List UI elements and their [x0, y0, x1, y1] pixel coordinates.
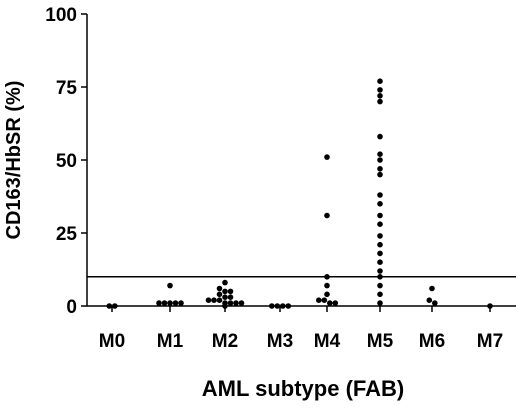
- x-tick-label: M1: [157, 331, 184, 352]
- data-point: [280, 303, 286, 309]
- data-point: [269, 303, 275, 309]
- data-point: [316, 297, 322, 304]
- y-ticks: 0 25 50 75 100: [45, 5, 87, 318]
- data-point: [377, 171, 383, 178]
- data-point: [172, 300, 179, 306]
- data-point: [222, 279, 228, 286]
- data-point: [227, 300, 234, 306]
- data-point: [167, 300, 173, 306]
- x-tick-label: M0: [99, 331, 125, 352]
- data-point: [324, 282, 330, 289]
- y-tick-label: 50: [56, 151, 77, 172]
- data-point: [377, 201, 383, 207]
- data-point: [432, 300, 438, 306]
- data-point: [324, 274, 330, 280]
- data-point: [377, 241, 383, 248]
- x-tick-label: M2: [212, 331, 238, 352]
- data-point: [321, 297, 328, 304]
- data-point: [377, 166, 383, 172]
- x-tick-label: M5: [367, 331, 394, 352]
- y-tick-label: 0: [66, 297, 77, 318]
- data-point: [377, 250, 383, 257]
- y-tick-label: 100: [45, 5, 77, 26]
- data-point: [426, 297, 433, 304]
- x-tick-label: M4: [314, 331, 341, 352]
- data-point: [274, 303, 281, 309]
- data-point: [377, 291, 383, 298]
- data-point: [216, 297, 223, 304]
- x-axis-title: AML subtype (FAB): [202, 376, 404, 401]
- data-point: [227, 288, 234, 295]
- y-tick-label: 25: [56, 224, 78, 245]
- x-axis: M0 M1 M2 M3 M4 M5 M6 M7: [87, 305, 516, 352]
- x-tick-label: M7: [477, 331, 503, 352]
- data-point: [222, 294, 228, 301]
- data-point: [377, 233, 383, 239]
- data-point: [324, 212, 330, 219]
- data-point: [222, 303, 228, 309]
- data-point: [332, 300, 339, 306]
- data-point: [211, 297, 217, 304]
- data-point: [227, 294, 234, 301]
- x-tick-label: M6: [419, 331, 445, 352]
- data-point: [377, 87, 383, 93]
- y-tick-label: 75: [56, 78, 78, 99]
- data-point: [377, 78, 383, 84]
- data-point: [324, 154, 330, 160]
- data-point: [377, 282, 383, 289]
- data-point: [377, 268, 383, 274]
- data-point: [377, 93, 383, 99]
- data-point: [377, 98, 383, 105]
- data-point: [377, 151, 383, 157]
- data-point: [233, 300, 239, 306]
- data-point: [377, 221, 383, 227]
- data-point: [377, 212, 383, 219]
- data-point: [429, 285, 435, 292]
- data-point: [285, 303, 292, 309]
- data-point: [205, 297, 212, 304]
- y-axis-title: CD163/HbSR (%): [3, 81, 25, 240]
- data-point: [377, 157, 383, 163]
- data-point: [216, 291, 223, 298]
- data-point: [156, 300, 162, 306]
- x-tick-label: M3: [267, 331, 293, 352]
- data-point: [106, 303, 113, 309]
- data-point: [377, 274, 383, 280]
- data-point: [377, 192, 383, 198]
- data-points: [106, 78, 493, 309]
- data-point: [377, 259, 383, 266]
- y-axis: 0 25 50 75 100: [45, 5, 88, 318]
- data-point: [222, 288, 228, 295]
- data-point: [238, 300, 245, 306]
- data-point: [178, 300, 184, 306]
- data-point: [487, 303, 493, 309]
- data-point: [377, 300, 383, 306]
- x-ticks: M0 M1 M2 M3 M4 M5 M6 M7: [99, 306, 503, 352]
- data-point: [161, 300, 168, 306]
- data-point: [324, 291, 330, 298]
- data-point: [377, 133, 383, 140]
- data-point: [112, 303, 118, 309]
- data-point: [167, 282, 173, 289]
- data-point: [327, 300, 333, 306]
- data-point: [216, 285, 223, 292]
